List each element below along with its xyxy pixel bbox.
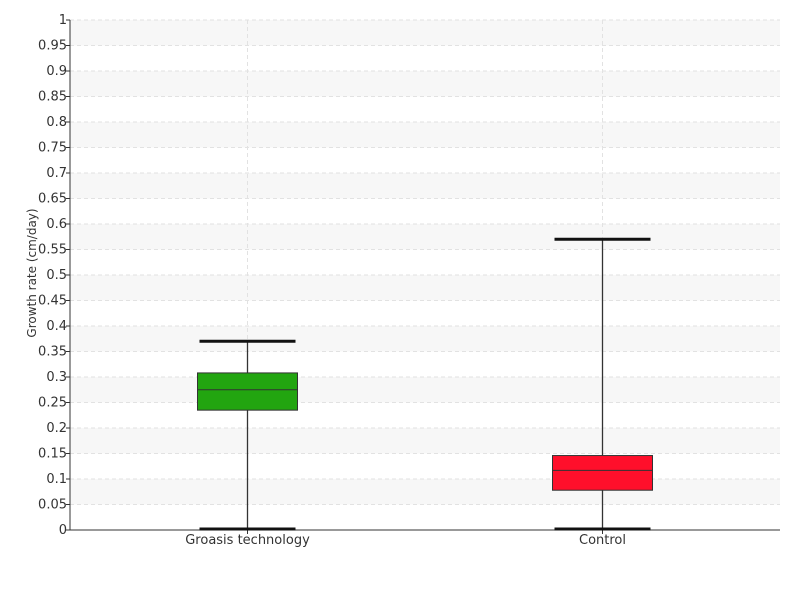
box-1 (552, 237, 653, 531)
y-axis-title: Growth rate (cm/day) (25, 208, 39, 337)
y-tick-label: 0.7 (46, 166, 67, 181)
box-0 (197, 339, 298, 531)
y-tick-label: 0.3 (46, 370, 67, 385)
y-tick-label: 0.4 (46, 319, 67, 334)
box-iqr (552, 455, 653, 491)
labels: 0 0.05 0.1 0.15 0.2 0.25 0.3 0.35 0.4 0.45 0.5 0.55… (38, 13, 626, 548)
y-tick-label: 0.95 (38, 39, 67, 54)
y-tick-label: 0.75 (38, 141, 67, 156)
grid-band (70, 428, 780, 454)
boxes (197, 237, 653, 531)
y-tick-label: 0.8 (46, 115, 67, 130)
y-tick-label: 0 (59, 523, 67, 538)
grid-band (70, 122, 780, 148)
grid-band (70, 71, 780, 97)
y-tick-label: 0.25 (38, 396, 67, 411)
y-tick-label: 0.85 (38, 90, 67, 105)
y-tick-label: 0.05 (38, 498, 67, 513)
grid-band (70, 20, 780, 46)
y-tick-label: 0.1 (46, 472, 67, 487)
y-tick-label: 1 (59, 13, 67, 28)
y-tick-label: 0.55 (38, 243, 67, 258)
y-tick-label: 0.45 (38, 294, 67, 309)
y-tick-label: 0.5 (46, 268, 67, 283)
y-tick-label: 0.65 (38, 192, 67, 207)
y-tick-label: 0.9 (46, 64, 67, 79)
axes (66, 19, 780, 534)
grid-band (70, 377, 780, 403)
box-iqr (197, 372, 298, 411)
grid-band (70, 479, 780, 505)
grid-band (70, 326, 780, 352)
background-bands (70, 20, 780, 505)
y-tick-label: 0.35 (38, 345, 67, 360)
x-tick-label: Groasis technology (185, 533, 310, 548)
y-tick-label: 0.6 (46, 217, 67, 232)
grid-band (70, 173, 780, 199)
grid-band (70, 275, 780, 301)
x-tick-label: Control (579, 533, 626, 548)
gridlines (70, 19, 780, 530)
grid-band (70, 224, 780, 250)
y-tick-label: 0.2 (46, 421, 67, 436)
y-tick-label: 0.15 (38, 447, 67, 462)
